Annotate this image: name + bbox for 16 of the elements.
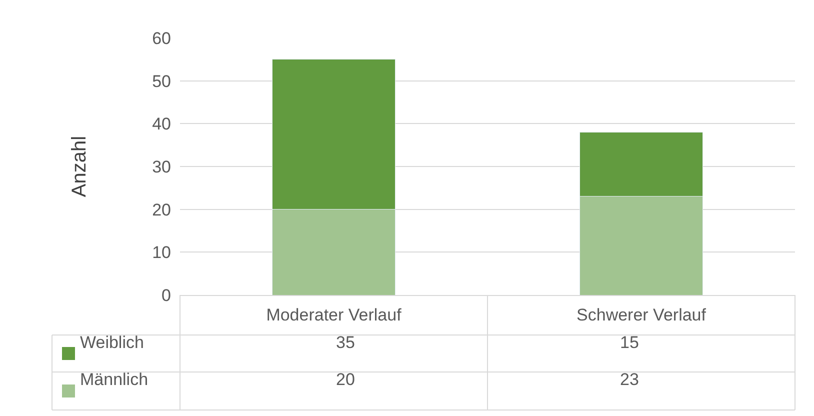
data-label: 35	[336, 333, 355, 352]
y-tick-label: 20	[152, 200, 171, 220]
data-label: 15	[620, 333, 639, 352]
y-tick-label: 0	[162, 286, 171, 305]
y-tick-label: 40	[152, 114, 171, 134]
x-tick-label: Moderater Verlauf	[266, 305, 402, 324]
data-label: 20	[336, 370, 355, 389]
y-tick-label: 50	[152, 72, 171, 91]
y-tick-label: 10	[152, 243, 171, 262]
legend-label: Weiblich	[80, 333, 144, 352]
legend-label: Männlich	[80, 370, 148, 389]
x-tick-label: Schwerer Verlauf	[576, 305, 706, 324]
data-label: 23	[620, 370, 639, 389]
y-tick-label: 60	[152, 28, 171, 48]
y-axis-title: Anzahl	[68, 136, 91, 198]
y-tick-label: 30	[152, 157, 171, 176]
